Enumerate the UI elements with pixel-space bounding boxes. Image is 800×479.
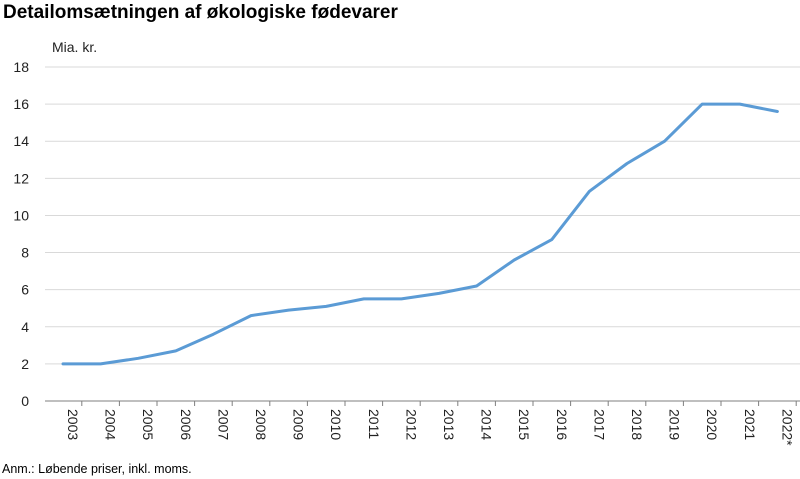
series-group (61, 102, 779, 366)
x-tick-label: 2012 (403, 409, 419, 440)
x-tick-label: 2019 (667, 409, 683, 440)
y-tick-label: 8 (21, 245, 29, 261)
x-tick-label: 2010 (328, 409, 344, 440)
y-axis-label: Mia. kr. (52, 39, 97, 55)
x-tick-label: 2020 (704, 409, 720, 440)
x-tick-label: 2022* (779, 409, 795, 446)
x-tick-label: 2009 (291, 409, 307, 440)
y-tick-label: 10 (13, 207, 29, 223)
chart-title: Detailomsætningen af økologiske fødevare… (3, 2, 398, 23)
x-tick-label: 2006 (178, 409, 194, 440)
x-tick-label: 2016 (554, 409, 570, 440)
x-tick-label: 2017 (591, 409, 607, 440)
x-tick-label: 2005 (140, 409, 156, 440)
x-tick-label: 2011 (366, 409, 382, 439)
x-tick-label: 2015 (516, 409, 532, 440)
series-line (61, 102, 779, 366)
x-tick-label: 2003 (65, 409, 81, 440)
footnote: Anm.: Løbende priser, inkl. moms. (2, 462, 192, 476)
y-tick-label: 18 (13, 59, 29, 75)
y-tick-label: 12 (13, 170, 29, 186)
y-tick-label: 4 (21, 319, 29, 335)
y-tick-label: 6 (21, 282, 29, 298)
y-tick-label: 14 (13, 133, 29, 149)
y-tick-labels: 0 2 4 6 8 10 12 14 16 18 (13, 59, 29, 409)
x-tick-label: 2014 (479, 409, 495, 440)
grid-lines (45, 66, 800, 365)
y-tick-label: 16 (13, 96, 29, 112)
x-tick-labels: 2003 2004 2005 2006 2007 2008 2009 2010 2011 2012… (65, 401, 797, 446)
x-tick-label: 2007 (215, 409, 231, 440)
y-tick-label: 0 (21, 393, 29, 409)
x-tick-label: 2008 (253, 409, 269, 440)
x-tick-label: 2004 (103, 409, 119, 440)
x-tick-label: 2013 (441, 409, 457, 440)
x-tick-label: 2021 (742, 409, 758, 440)
y-tick-label: 2 (21, 356, 29, 372)
x-tick-label: 2018 (629, 409, 645, 440)
